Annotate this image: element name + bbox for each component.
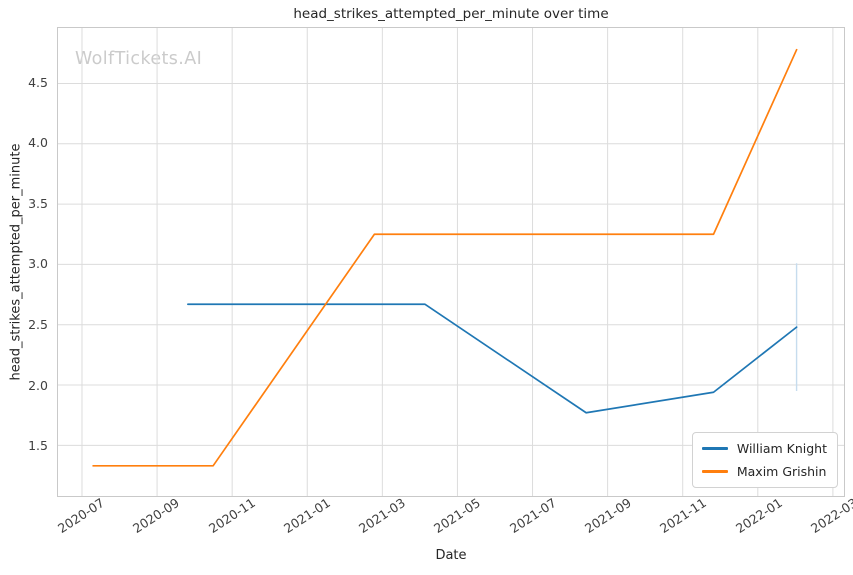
legend-line-swatch — [701, 447, 728, 450]
x-axis-label: Date — [435, 548, 467, 563]
legend-label: Maxim Grishin — [736, 464, 827, 479]
legend-label: William Knight — [736, 441, 827, 456]
legend-entry: William Knight — [701, 441, 827, 456]
y-tick-label: 4.5 — [28, 74, 48, 90]
y-tick-label: 4.0 — [28, 135, 48, 151]
y-tick-label: 1.5 — [28, 438, 48, 454]
plot-svg — [58, 28, 844, 496]
legend-entry: Maxim Grishin — [701, 464, 827, 479]
watermark: WolfTickets.AI — [75, 49, 203, 69]
plot-area: WolfTickets.AI William Knight Maxim Grish… — [57, 27, 845, 497]
y-tick-label: 2.5 — [28, 316, 48, 332]
y-tick-label: 3.5 — [28, 195, 48, 211]
series-line-maxim-grishin — [92, 48, 798, 467]
series-line-william-knight — [187, 303, 798, 414]
chart-title: head_strikes_attempted_per_minute over t… — [293, 6, 609, 22]
y-tick-label: 3.0 — [28, 256, 48, 272]
legend-line-swatch — [701, 470, 728, 473]
y-tick-label: 2.0 — [28, 377, 48, 393]
legend: William Knight Maxim Grishin — [691, 432, 838, 488]
